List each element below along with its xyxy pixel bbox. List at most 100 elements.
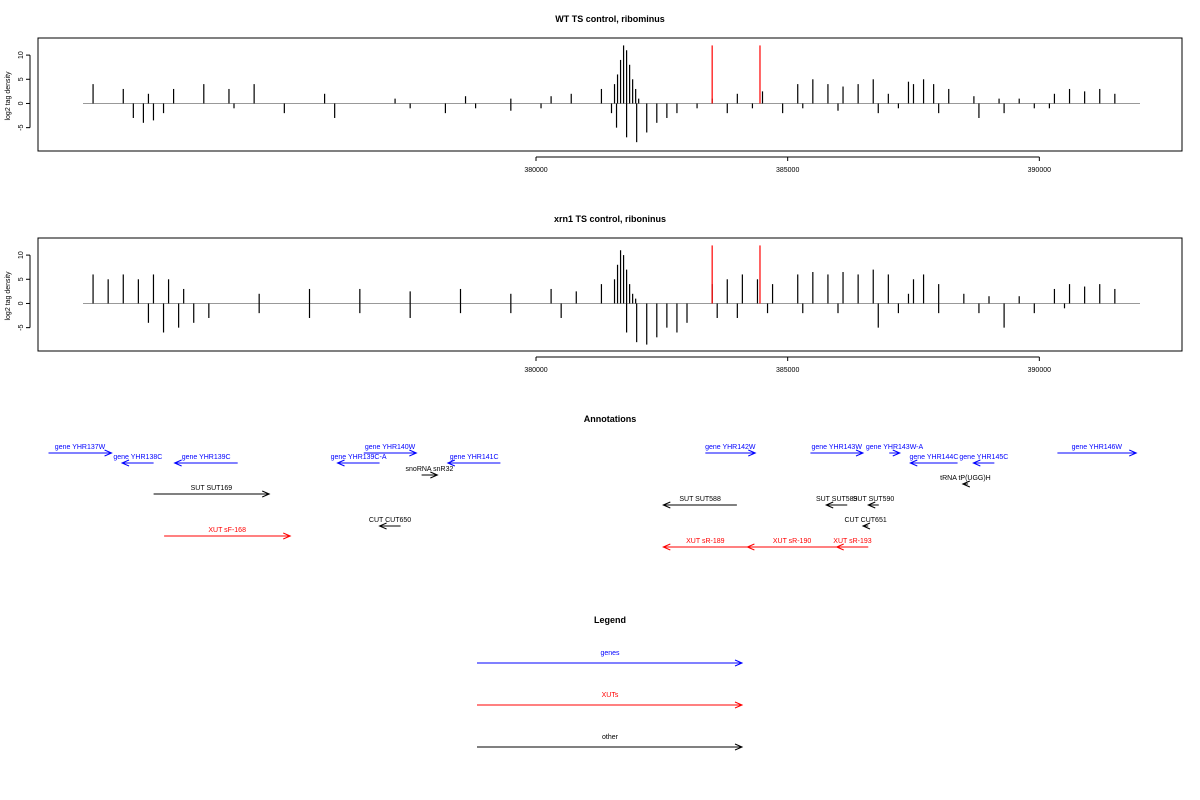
panel-xrn1: xrn1 TS control, riboninus log2 tag dens… bbox=[5, 214, 1183, 374]
feature-label: SUT SUT169 bbox=[191, 485, 233, 492]
y-tick-label: 0 bbox=[18, 301, 25, 305]
annotation-feature: XUT sR-189 bbox=[662, 538, 748, 551]
feature-label: gene YHR140W bbox=[365, 444, 416, 451]
y-tick-label: 5 bbox=[18, 77, 25, 81]
legend-item-label: genes bbox=[600, 650, 620, 657]
annotation-feature: XUT sR-190 bbox=[746, 538, 837, 551]
panel-wt-bars bbox=[83, 45, 1140, 143]
legend-item-arrowhead bbox=[734, 659, 744, 667]
annotations-title: Annotations bbox=[584, 414, 637, 424]
x-tick-label: 390000 bbox=[1028, 167, 1051, 174]
feature-label: gene YHR139C-A bbox=[331, 454, 387, 461]
feature-label: gene YHR137W bbox=[55, 444, 106, 451]
feature-label: gene YHR142W bbox=[705, 444, 756, 451]
panel-xrn1-x-axis: 380000 385000 390000 bbox=[524, 356, 1051, 374]
y-tick-label: 5 bbox=[18, 277, 25, 281]
annotation-feature: gene YHR140W bbox=[363, 444, 418, 457]
feature-label: gene YHR143W bbox=[811, 444, 862, 451]
x-tick-label: 380000 bbox=[524, 367, 547, 374]
legend-items: genes XUTs other bbox=[477, 650, 744, 751]
annotation-feature: gene YHR145C bbox=[959, 454, 1008, 467]
feature-label: XUT sR-193 bbox=[833, 538, 871, 545]
annotation-feature: gene YHR143W-A bbox=[866, 444, 924, 457]
feature-arrow-head bbox=[892, 449, 902, 457]
legend-item: genes bbox=[477, 650, 744, 667]
feature-label: gene YHR139C bbox=[182, 454, 231, 461]
panel-wt: WT TS control, ribominus log2 tag densit… bbox=[5, 14, 1183, 174]
feature-label: snoRNA snR32 bbox=[406, 466, 454, 473]
feature-label: SUT SUT588 bbox=[679, 496, 721, 503]
feature-arrow-head bbox=[961, 480, 971, 488]
feature-arrow-head bbox=[378, 522, 387, 530]
annotation-feature: SUT SUT590 bbox=[853, 496, 895, 509]
panel-wt-y-axis: -5 0 5 10 bbox=[18, 51, 31, 131]
feature-label: CUT CUT651 bbox=[844, 517, 886, 524]
feature-label: gene YHR146W bbox=[1072, 444, 1123, 451]
feature-label: gene YHR143W-A bbox=[866, 444, 924, 451]
y-tick-label: 10 bbox=[18, 51, 25, 59]
feature-label: SUT SUT590 bbox=[853, 496, 895, 503]
feature-arrow-head bbox=[1129, 449, 1138, 457]
feature-arrow-head bbox=[120, 459, 130, 467]
feature-label: CUT CUT650 bbox=[369, 517, 411, 524]
panel-wt-title: WT TS control, ribominus bbox=[555, 14, 665, 24]
feature-label: tRNA tP(UGG)H bbox=[940, 475, 991, 482]
x-tick-label: 390000 bbox=[1028, 367, 1051, 374]
annotation-feature: XUT sR-193 bbox=[833, 538, 872, 551]
y-tick-label: 0 bbox=[18, 101, 25, 105]
legend-item-label: XUTs bbox=[602, 692, 619, 699]
annotation-feature: SUT SUT589 bbox=[816, 496, 858, 509]
feature-arrow-head bbox=[909, 459, 918, 467]
feature-arrow-head bbox=[336, 459, 345, 467]
legend-item: XUTs bbox=[477, 692, 744, 709]
x-tick-label: 380000 bbox=[524, 167, 547, 174]
panel-xrn1-title: xrn1 TS control, riboninus bbox=[554, 214, 666, 224]
annotation-features: gene YHR137W gene YHR138C gene YHR139C gene… bbox=[48, 444, 1138, 551]
annotation-feature: CUT CUT651 bbox=[844, 517, 887, 530]
feature-label: XUT sR-189 bbox=[686, 538, 724, 545]
feature-arrow-head bbox=[662, 543, 671, 551]
legend-item-arrowhead bbox=[734, 743, 744, 751]
feature-label: XUT sR-190 bbox=[773, 538, 811, 545]
legend-item-arrowhead bbox=[734, 701, 744, 709]
panel-wt-x-axis: 380000 385000 390000 bbox=[524, 156, 1051, 174]
annotation-feature: CUT CUT650 bbox=[369, 517, 411, 530]
feature-arrow-head bbox=[861, 522, 871, 530]
feature-arrow-head bbox=[283, 532, 292, 540]
feature-arrow-head bbox=[835, 543, 844, 551]
feature-label: gene YHR138C bbox=[113, 454, 162, 461]
annotation-feature: XUT sF-168 bbox=[164, 527, 292, 540]
feature-arrow-head bbox=[446, 459, 456, 467]
feature-label: gene YHR141C bbox=[450, 454, 499, 461]
annotation-feature: gene YHR138C bbox=[113, 454, 162, 467]
annotation-feature: gene YHR144C bbox=[909, 454, 958, 467]
feature-label: gene YHR144C bbox=[909, 454, 958, 461]
feature-arrow-head bbox=[972, 459, 981, 467]
panel-wt-ylabel: log2 tag density bbox=[5, 71, 12, 121]
panel-xrn1-frame bbox=[37, 237, 1183, 352]
panel-xrn1-ylabel: log2 tag density bbox=[5, 271, 12, 321]
annotation-feature: SUT SUT169 bbox=[153, 485, 271, 498]
annotation-feature: gene YHR139C-A bbox=[331, 454, 387, 467]
feature-arrow-head bbox=[746, 543, 755, 551]
legend-item-label: other bbox=[602, 734, 619, 741]
annotation-feature: gene YHR142W bbox=[705, 444, 757, 457]
annotation-feature: SUT SUT588 bbox=[662, 496, 737, 509]
annotation-feature: snoRNA snR32 bbox=[406, 466, 454, 479]
y-tick-label: 10 bbox=[18, 251, 25, 259]
feature-arrow-head bbox=[173, 459, 182, 467]
x-tick-label: 385000 bbox=[776, 367, 799, 374]
feature-arrow-head bbox=[824, 501, 834, 509]
feature-arrow-head bbox=[866, 501, 876, 509]
y-tick-label: -5 bbox=[18, 324, 25, 330]
feature-arrow-head bbox=[855, 449, 865, 457]
feature-arrow-head bbox=[748, 449, 757, 457]
annotation-feature: gene YHR143W bbox=[810, 444, 865, 457]
feature-arrow-head bbox=[662, 501, 671, 509]
y-tick-label: -5 bbox=[18, 124, 25, 130]
feature-label: SUT SUT589 bbox=[816, 496, 858, 503]
panel-wt-frame bbox=[37, 37, 1183, 152]
panel-xrn1-y-axis: -5 0 5 10 bbox=[18, 251, 31, 331]
feature-arrow-head bbox=[262, 490, 271, 498]
